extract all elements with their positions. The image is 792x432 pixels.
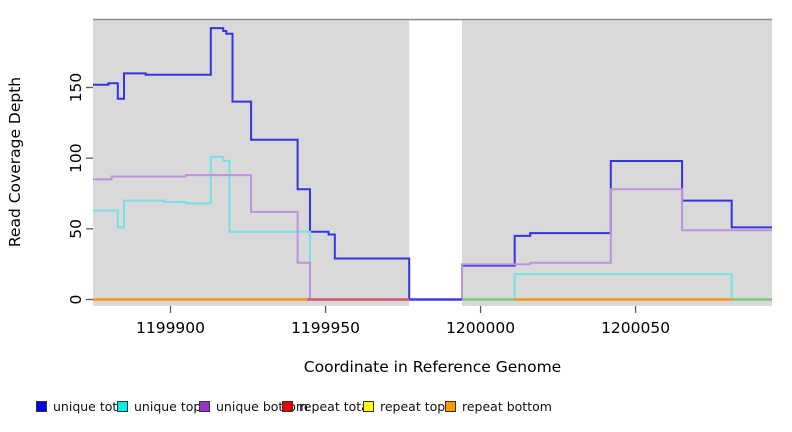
legend-label: unique total [53, 398, 129, 414]
x-tick-label: 1200050 [601, 319, 670, 337]
unique-top-swatch-icon [117, 400, 128, 412]
legend-item-unique-total: unique total [36, 398, 128, 414]
y-axis-title: Read Coverage Depth [6, 76, 24, 248]
y-tick-label: 50 [67, 219, 85, 239]
legend-item-repeat-top: repeat top [363, 398, 445, 414]
y-tick-label: 100 [67, 143, 85, 173]
legend-label: unique top [134, 398, 202, 414]
repeat-bottom-swatch-icon [445, 400, 456, 412]
x-tick-label: 1199950 [291, 319, 360, 337]
repeat-top-swatch-icon [363, 400, 374, 412]
series-unique-top [93, 155, 772, 301]
y-tick-label: 150 [67, 73, 85, 103]
unique-bottom-swatch-icon [199, 400, 210, 412]
legend-label: repeat total [299, 398, 373, 414]
legend-item-repeat-total: repeat total [282, 398, 372, 414]
x-tick-label: 1199900 [136, 319, 205, 337]
legend-item-unique-top: unique top [117, 398, 201, 414]
x-tick-label: 1200000 [446, 319, 515, 337]
x-axis-title: Coordinate in Reference Genome [303, 358, 562, 376]
series-unique-bottom [93, 174, 772, 301]
y-tick-label: 0 [67, 295, 85, 305]
legend-item-repeat-bottom: repeat bottom [445, 398, 552, 414]
repeat-total-swatch-icon [282, 400, 293, 412]
legend: unique total unique top unique bottom re… [0, 398, 792, 420]
legend-label: repeat bottom [462, 398, 552, 414]
series-unique-total [93, 27, 772, 301]
no-data-region [409, 20, 462, 306]
unique-total-swatch-icon [36, 400, 47, 412]
legend-label: repeat top [380, 398, 446, 414]
